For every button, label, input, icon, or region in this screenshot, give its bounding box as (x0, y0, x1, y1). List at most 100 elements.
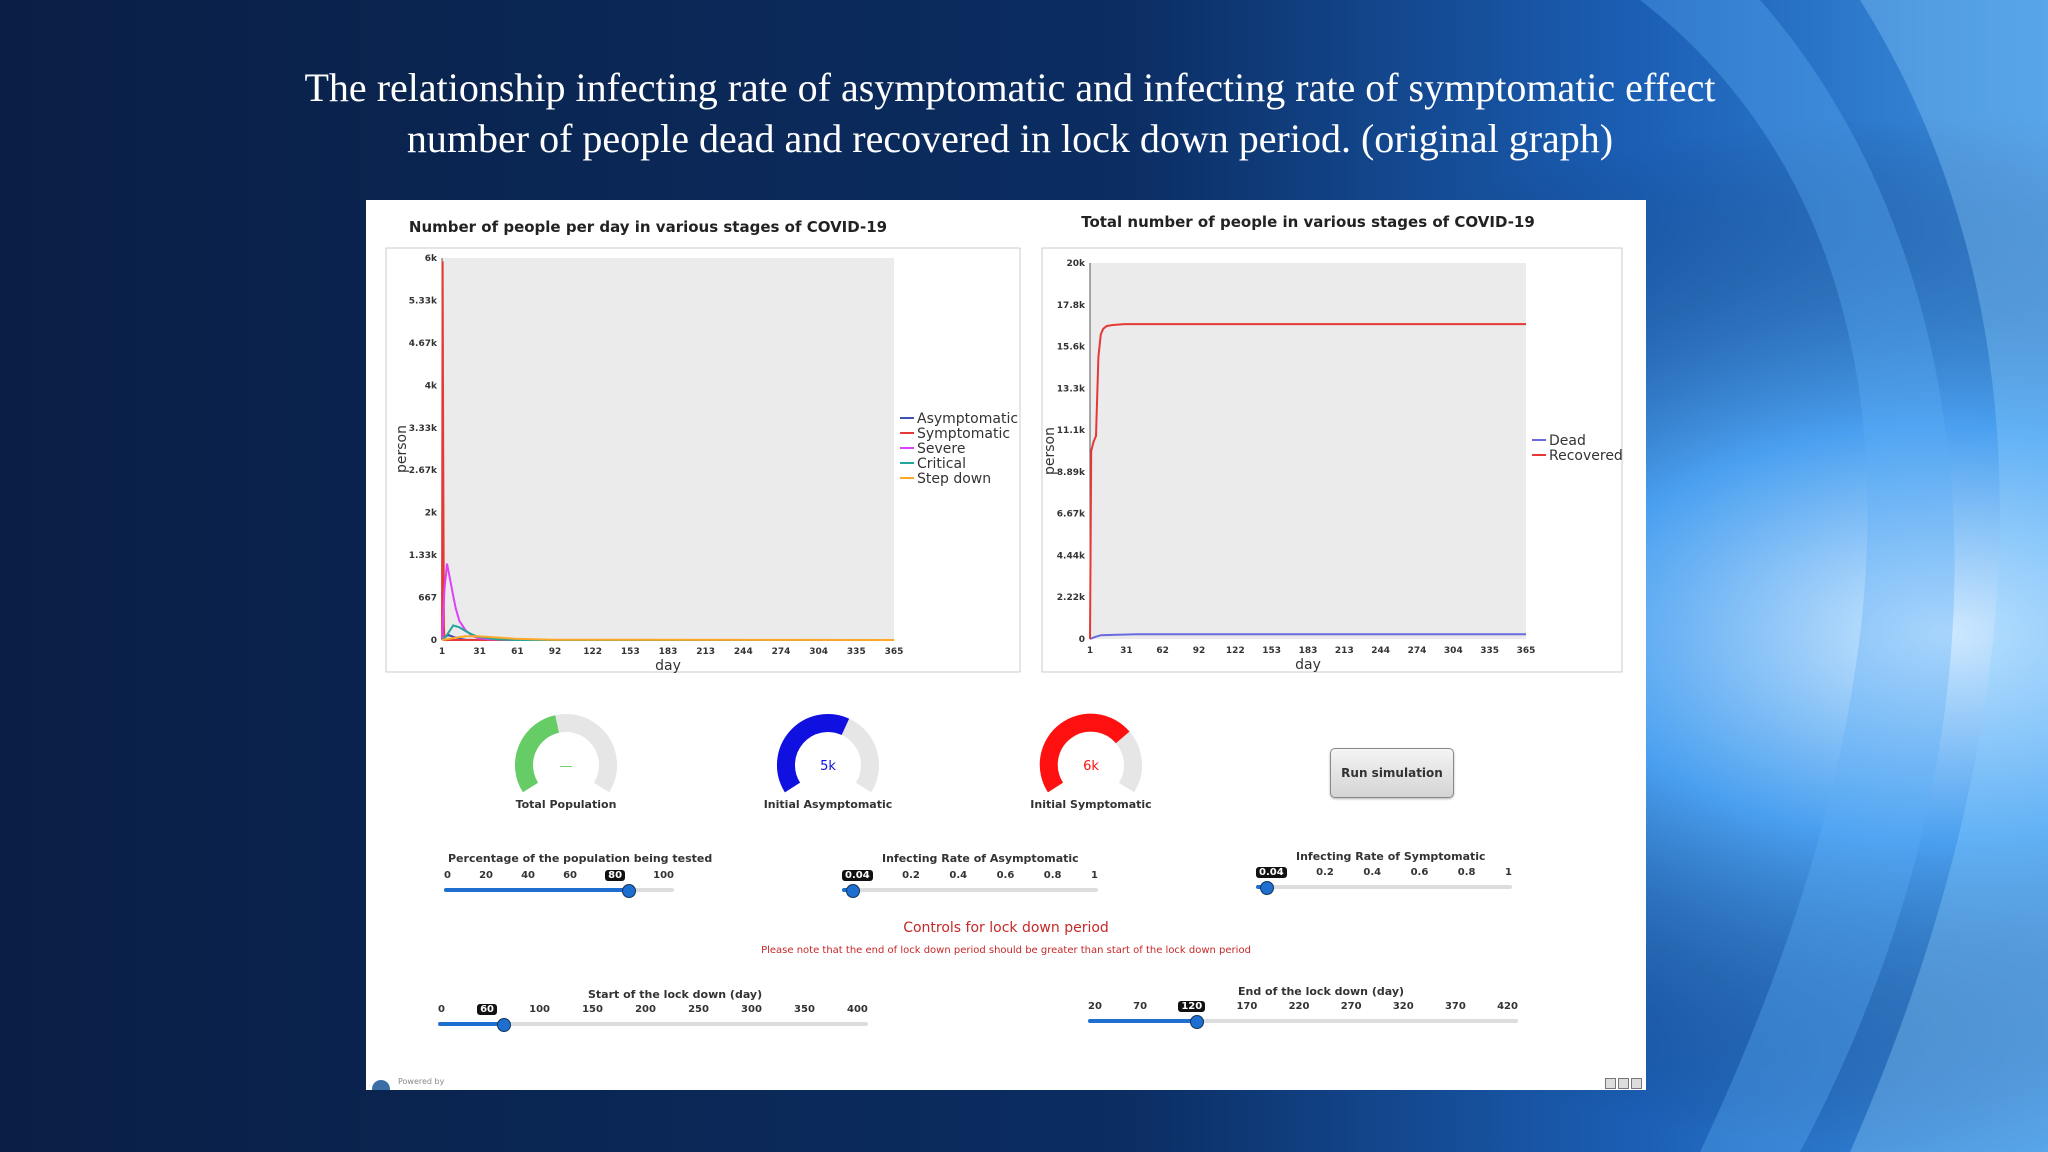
slider-tick-label: 100 (529, 1004, 550, 1015)
slider-thumb[interactable] (622, 884, 636, 898)
gauge-value: 5k (820, 759, 836, 774)
slider-lock-end[interactable]: End of the lock down (day) 20 70 120 170 220 2… (1088, 985, 1518, 1035)
run-simulation-button[interactable]: Run simulation (1330, 748, 1454, 798)
slider-sym-rate[interactable]: Infecting Rate of Symptomatic 0.04 0.2 0.4 0… (1256, 850, 1512, 900)
x-tick-label: 183 (1299, 646, 1318, 656)
x-axis-label: day (655, 658, 681, 674)
y-tick-label: 2k (425, 509, 438, 519)
slider-thumb[interactable] (846, 884, 861, 898)
slider-tick-label: 0.8 (1457, 867, 1476, 878)
slider-tick-label: 400 (847, 1004, 868, 1015)
x-tick-label: 335 (847, 647, 866, 657)
y-tick-label: 3.33k (409, 424, 438, 434)
slider-tick-label: 1 (1504, 867, 1512, 878)
series-line-step-down (441, 635, 895, 641)
x-tick-label: 213 (696, 647, 715, 657)
slider-track[interactable] (1088, 1019, 1518, 1023)
daily-stages-chart: Number of people per day in various stag… (385, 218, 1021, 674)
x-tick-label: 335 (1480, 646, 1499, 656)
x-axis-label: day (1295, 657, 1321, 673)
slider-tick-label: 40 (521, 870, 535, 881)
slider-tick-label: 20 (1088, 1001, 1102, 1012)
x-tick-label: 122 (1226, 646, 1245, 656)
slider-label: End of the lock down (day) (1238, 985, 1405, 998)
legend-label: Recovered (1549, 448, 1623, 464)
slider-tick-label: 0.2 (902, 870, 920, 881)
slider-tick-label: 0.4 (949, 870, 968, 881)
minimize-icon[interactable] (1605, 1078, 1616, 1089)
slider-tick-label: 60 (563, 870, 578, 881)
slider-label: Start of the lock down (day) (588, 988, 763, 1001)
chart-title: Number of people per day in various stag… (409, 218, 887, 236)
x-tick-label: 61 (511, 647, 524, 657)
slider-asym-rate[interactable]: Infecting Rate of Asymptomatic 0.04 0.2 0.4… (842, 852, 1098, 902)
slider-tested[interactable]: Percentage of the population being teste… (444, 852, 712, 902)
slider-tick-label: 200 (635, 1004, 656, 1015)
slider-thumb[interactable] (1189, 1015, 1204, 1029)
x-tick-label: 304 (809, 647, 828, 657)
y-tick-label: 4.67k (409, 339, 438, 349)
powered-by-logo-icon (372, 1080, 390, 1090)
y-axis-label: person (1042, 427, 1058, 475)
restore-icon[interactable] (1618, 1078, 1629, 1089)
slider-fill (1088, 1019, 1196, 1023)
y-tick-label: 1.33k (409, 551, 438, 561)
slider-track[interactable] (1256, 885, 1512, 889)
footer-powered-by: Powered by (398, 1077, 445, 1086)
series-line-dead (1089, 633, 1526, 640)
legend-label: Severe (917, 441, 965, 457)
x-tick-label: 213 (1335, 646, 1354, 656)
slider-track[interactable] (842, 888, 1098, 892)
slider-tick-label: 320 (1392, 1001, 1414, 1012)
slider-tick-label: 120 (1178, 1001, 1206, 1012)
x-tick-label: 365 (885, 647, 904, 657)
slider-label: Percentage of the population being teste… (448, 852, 713, 865)
y-tick-label: 5.33k (409, 296, 438, 306)
slider-thumb[interactable] (1260, 881, 1275, 895)
slider-label: Infecting Rate of Asymptomatic (882, 852, 1079, 865)
y-tick-label: 2.67k (409, 466, 438, 476)
fullscreen-icon[interactable] (1631, 1078, 1642, 1089)
y-tick-label: 11.1k (1057, 426, 1086, 436)
slider-tick-label: 0.2 (1316, 867, 1334, 878)
slider-tick-label: 0.8 (1043, 870, 1062, 881)
window-controls (1605, 1078, 1642, 1089)
y-axis-label: person (394, 425, 410, 473)
chart-frame (1041, 247, 1623, 673)
lockdown-controls-title: Controls for lock down period (903, 920, 1109, 936)
slider-tick-label: 60 (477, 1004, 497, 1015)
slider-thumb[interactable] (496, 1018, 511, 1032)
y-tick-label: 8.89k (1057, 468, 1086, 478)
slider-fill (438, 1022, 503, 1026)
y-tick-label: 2.22k (1057, 593, 1086, 603)
gauge-fill (1039, 713, 1130, 793)
slider-label: Infecting Rate of Symptomatic (1296, 850, 1486, 863)
slide-title-line-1: The relationship infecting rate of asymp… (304, 65, 1716, 110)
x-tick-label: 62 (1156, 646, 1169, 656)
slider-track[interactable] (438, 1022, 868, 1026)
gauge-total-population: — (515, 714, 617, 793)
slider-ticks: 0.04 0.2 0.4 0.6 0.8 1 (842, 870, 1098, 881)
slider-tick-label: 100 (653, 870, 674, 881)
x-tick-label: 31 (473, 647, 486, 657)
slide-title: The relationship infecting rate of asymp… (120, 62, 1900, 164)
x-tick-label: 274 (772, 647, 791, 657)
y-tick-label: 4.44k (1057, 551, 1086, 561)
gauge-caption: Initial Symptomatic (1030, 798, 1152, 811)
y-tick-label: 0 (1079, 635, 1085, 645)
x-tick-label: 1 (1087, 646, 1093, 656)
legend-label: Critical (917, 456, 966, 472)
slider-lock-start[interactable]: Start of the lock down (day) 0 60 100 150 200… (438, 988, 868, 1038)
chart-title: Total number of people in various stages… (1081, 213, 1535, 231)
x-tick-label: 153 (1262, 646, 1281, 656)
slider-tick-label: 150 (582, 1004, 603, 1015)
slider-tick-label: 170 (1236, 1001, 1258, 1012)
series-line-recovered (1089, 323, 1526, 640)
lockdown-note: Please note that the end of lock down pe… (761, 945, 1251, 956)
gauge-fill (777, 714, 850, 793)
slider-ticks: 20 70 120 170 220 270 320 370 420 (1088, 1001, 1518, 1012)
x-tick-label: 365 (1517, 646, 1536, 656)
y-tick-label: 4k (425, 381, 438, 391)
slider-tick-label: 1 (1090, 870, 1098, 881)
chart-frame (385, 247, 1021, 673)
